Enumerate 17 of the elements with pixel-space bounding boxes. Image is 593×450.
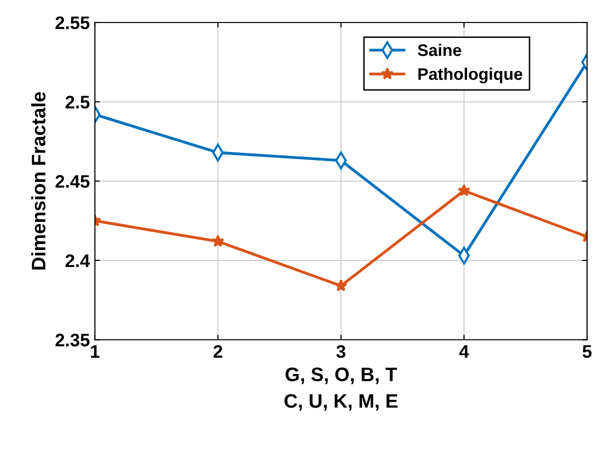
y-tick-label: 2.5: [66, 96, 90, 109]
point: [212, 234, 224, 247]
x-tick-label: 2: [214, 345, 222, 358]
legend-label: Saine: [418, 44, 462, 56]
y-tick-label: 2.35: [56, 334, 90, 346]
point: [458, 184, 470, 196]
x-tick-label: 1: [90, 345, 100, 358]
y-tick-label: 2.45: [56, 175, 90, 188]
y-tick-label: 2.55: [56, 16, 90, 30]
legend-label: Pathologique: [418, 68, 522, 84]
x-tick-label: 3: [336, 345, 346, 358]
x-axis-title: G, S, O, B, T C, U, K, M, E: [284, 368, 398, 411]
point: [334, 279, 348, 292]
y-tick-label: 2.4: [66, 254, 90, 267]
y-axis-title: Dimension Fractale: [31, 92, 46, 270]
x-tick-label: 5: [582, 345, 592, 358]
x-tick-label: 4: [459, 345, 469, 358]
